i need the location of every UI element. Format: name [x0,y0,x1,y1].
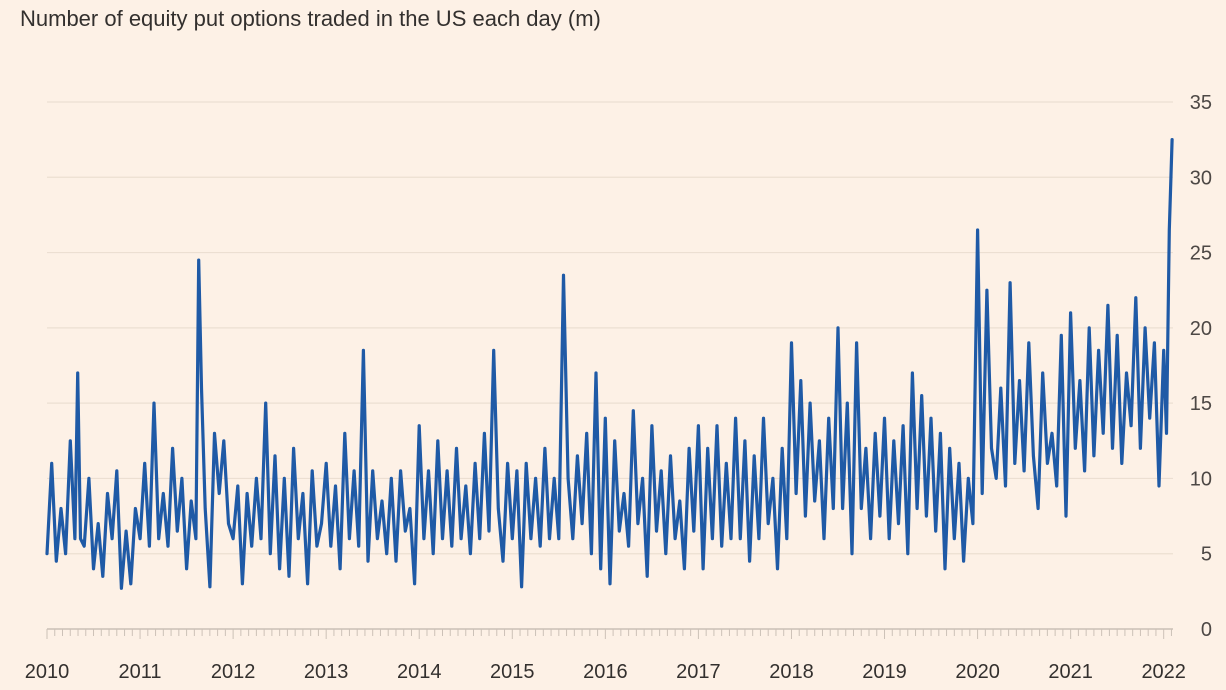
y-tick-label: 5 [1201,544,1212,566]
x-tick-label: 2012 [211,661,256,683]
y-axis-ticks: 0 5 10 15 20 25 30 35 [1190,92,1212,641]
y-tick-label: 15 [1190,393,1212,415]
x-axis: 2010 2011 2012 2013 2014 2015 2016 2017 2018 2019… [25,628,1186,683]
chart-title: Number of equity put options traded in t… [20,6,601,31]
y-tick-label: 35 [1190,92,1212,114]
x-tick-label: 2011 [119,661,162,683]
y-tick-label: 30 [1190,167,1212,189]
y-tick-label: 25 [1190,243,1212,265]
x-tick-label: 2013 [304,661,349,683]
x-tick-label: 2019 [862,661,907,683]
x-tick-label: 2021 [1048,661,1093,683]
x-tick-label: 2016 [583,661,628,683]
x-tick-label: 2020 [955,661,1000,683]
x-tick-label: 2022 [1141,661,1186,683]
y-tick-label: 10 [1190,468,1212,490]
x-tick-label: 2014 [397,661,442,683]
x-tick-label: 2010 [25,661,70,683]
y-tick-label: 0 [1201,619,1212,641]
series-group [45,138,1174,590]
x-tick-label: 2018 [769,661,814,683]
y-tick-label: 20 [1190,318,1212,340]
x-tick-label: 2017 [676,661,721,683]
series-line-0 [45,138,1174,590]
x-tick-label: 2015 [490,661,535,683]
